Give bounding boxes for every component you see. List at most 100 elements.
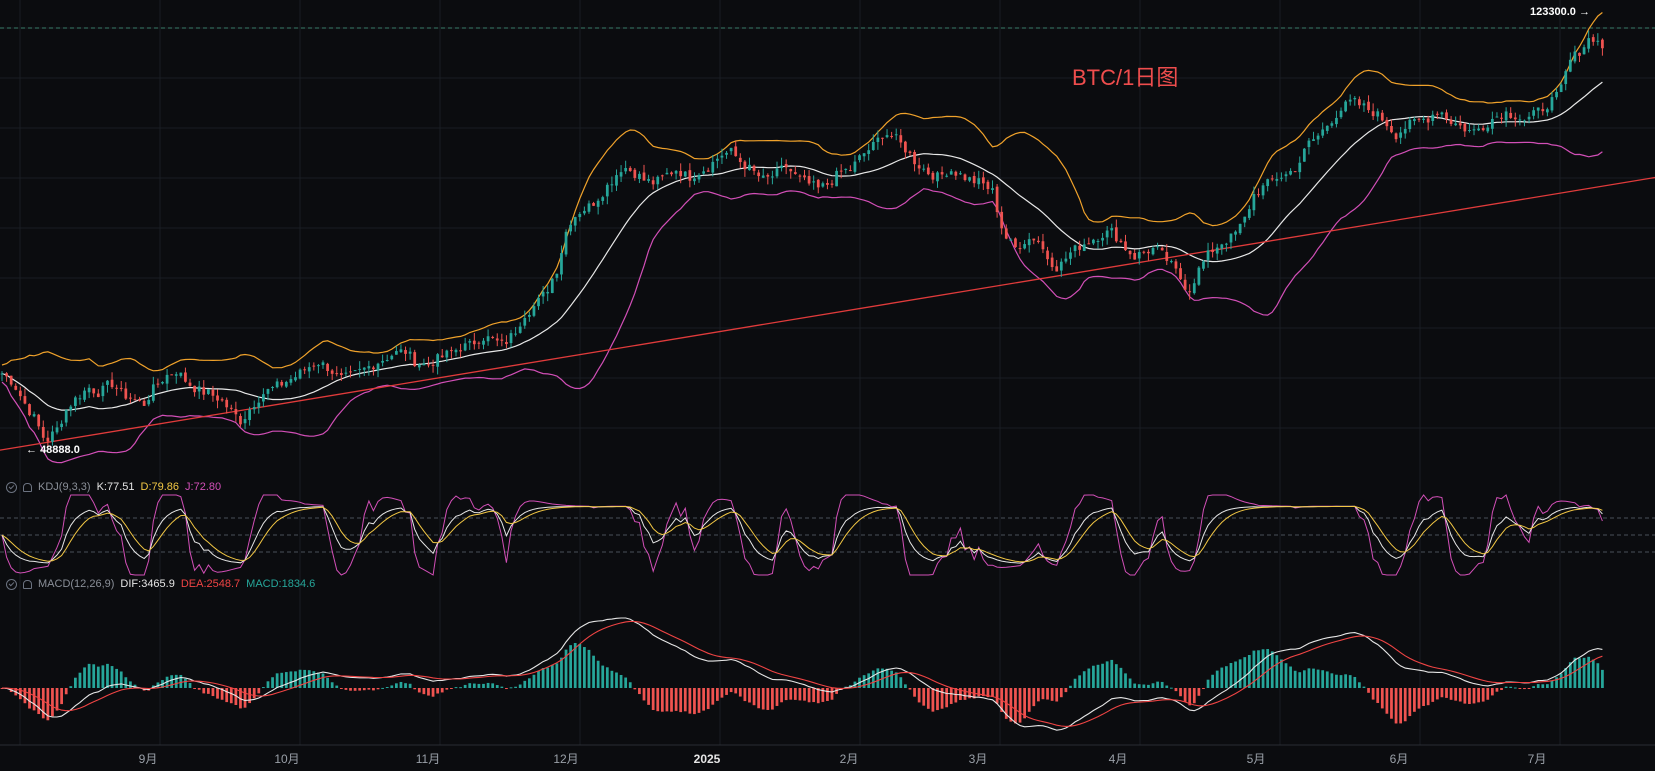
macd-bar <box>638 688 641 695</box>
macd-bar <box>780 688 783 703</box>
candle <box>119 387 123 389</box>
candle <box>1559 84 1563 93</box>
macd-bar <box>1335 674 1338 688</box>
macd-name: MACD(12,26,9) <box>38 578 115 590</box>
candle <box>55 427 59 433</box>
candle <box>904 141 907 153</box>
candle <box>1151 247 1155 255</box>
macd-bar <box>1165 685 1169 688</box>
candle <box>1087 243 1091 245</box>
candle <box>294 377 297 381</box>
candle <box>1018 248 1022 250</box>
candle <box>913 151 916 165</box>
candle <box>1004 228 1008 239</box>
macd-bar <box>262 687 265 689</box>
collapse-icon[interactable] <box>6 578 17 590</box>
macd-bar <box>216 688 219 699</box>
macd-bar <box>1518 688 1522 689</box>
macd-bar <box>87 663 91 688</box>
candle <box>1302 148 1306 162</box>
macd-bar <box>1353 676 1357 688</box>
candle <box>472 340 476 345</box>
alert-bell-icon[interactable] <box>23 482 32 492</box>
alert-bell-icon[interactable] <box>23 579 32 589</box>
candle <box>972 175 976 184</box>
candle <box>812 181 816 183</box>
macd-bar <box>527 678 531 688</box>
macd-bar <box>1197 688 1201 696</box>
macd-bar <box>1206 679 1210 688</box>
candle <box>660 175 664 177</box>
macd-bar <box>890 670 894 688</box>
candle <box>1394 133 1398 140</box>
candle <box>156 383 160 385</box>
macd-bar <box>390 685 394 688</box>
candle <box>780 165 783 169</box>
macd-bar <box>1009 688 1013 722</box>
candle <box>206 389 210 394</box>
candle <box>1536 107 1540 111</box>
macd-bar <box>129 681 132 688</box>
candle <box>1257 194 1260 196</box>
x-tick-label: 10月 <box>274 752 299 766</box>
candle <box>1137 252 1141 259</box>
macd-bar <box>1160 681 1164 688</box>
macd-bar <box>537 671 540 688</box>
candle <box>344 372 348 374</box>
candle <box>1463 123 1467 132</box>
candle <box>463 343 467 351</box>
macd-bar <box>184 678 187 688</box>
macd-bar <box>220 688 224 700</box>
candle <box>738 157 742 163</box>
macd-panel <box>0 617 1604 731</box>
candle <box>78 398 82 400</box>
macd-bar <box>1500 688 1503 691</box>
macd-bar <box>211 688 215 697</box>
macd-bar <box>472 683 476 688</box>
candle <box>445 350 449 358</box>
candle <box>1188 291 1192 293</box>
candle <box>353 370 357 372</box>
macd-bar <box>766 688 770 710</box>
macd-bar <box>417 688 421 693</box>
candle <box>555 273 559 278</box>
candle <box>436 354 440 367</box>
macd-bar <box>738 688 742 697</box>
candle <box>1316 135 1320 140</box>
macd-bar <box>312 671 316 688</box>
candle <box>110 379 114 388</box>
macd-bar <box>307 670 311 688</box>
macd-bar <box>1481 688 1485 702</box>
macd-bar <box>605 667 609 688</box>
macd-bar <box>1417 688 1421 709</box>
macd-bar <box>32 688 36 711</box>
macd-bar <box>1046 688 1049 700</box>
macd-bar <box>463 684 467 688</box>
macd-bar <box>335 685 339 688</box>
bollinger-lower <box>1 141 1603 464</box>
macd-bar <box>871 670 875 688</box>
macd-bar <box>1422 688 1425 706</box>
macd-bar <box>1362 686 1366 688</box>
candle <box>926 167 930 175</box>
macd-bar <box>252 688 256 699</box>
candle <box>216 395 219 401</box>
macd-bar <box>610 670 614 688</box>
macd-bar <box>1527 688 1531 689</box>
macd-bar <box>908 688 912 690</box>
candle <box>124 388 128 399</box>
macd-bar <box>206 688 210 694</box>
candle <box>1197 267 1201 285</box>
macd-bar <box>1426 688 1430 706</box>
candle <box>908 151 912 153</box>
macd-bar <box>1399 688 1403 724</box>
x-tick-label: 6月 <box>1390 752 1409 766</box>
chart-grid <box>0 0 1655 746</box>
macd-bar <box>1105 661 1109 688</box>
candle <box>1573 51 1577 62</box>
collapse-icon[interactable] <box>6 481 17 493</box>
candle <box>184 372 187 382</box>
x-tick-label: 2月 <box>840 752 859 766</box>
macd-bar <box>949 688 953 704</box>
